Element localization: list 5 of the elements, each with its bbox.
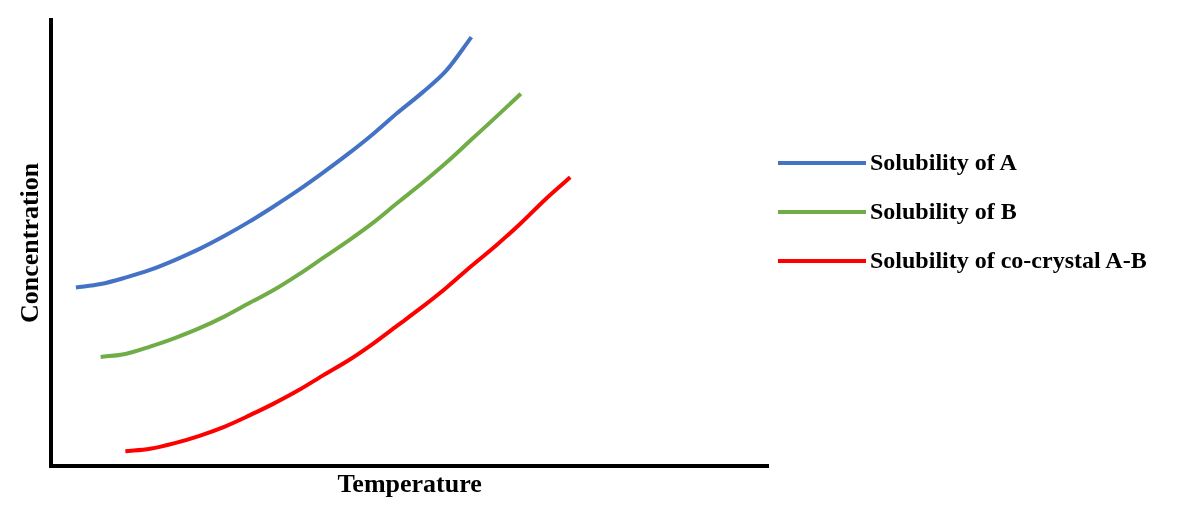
x-axis-title: Temperature xyxy=(337,469,482,499)
legend-label: Solubility of B xyxy=(870,198,1017,225)
y-axis-title: Concentration xyxy=(15,162,45,324)
legend-label: Solubility of co-crystal A-B xyxy=(870,247,1147,274)
legend-label: Solubility of A xyxy=(870,149,1017,176)
